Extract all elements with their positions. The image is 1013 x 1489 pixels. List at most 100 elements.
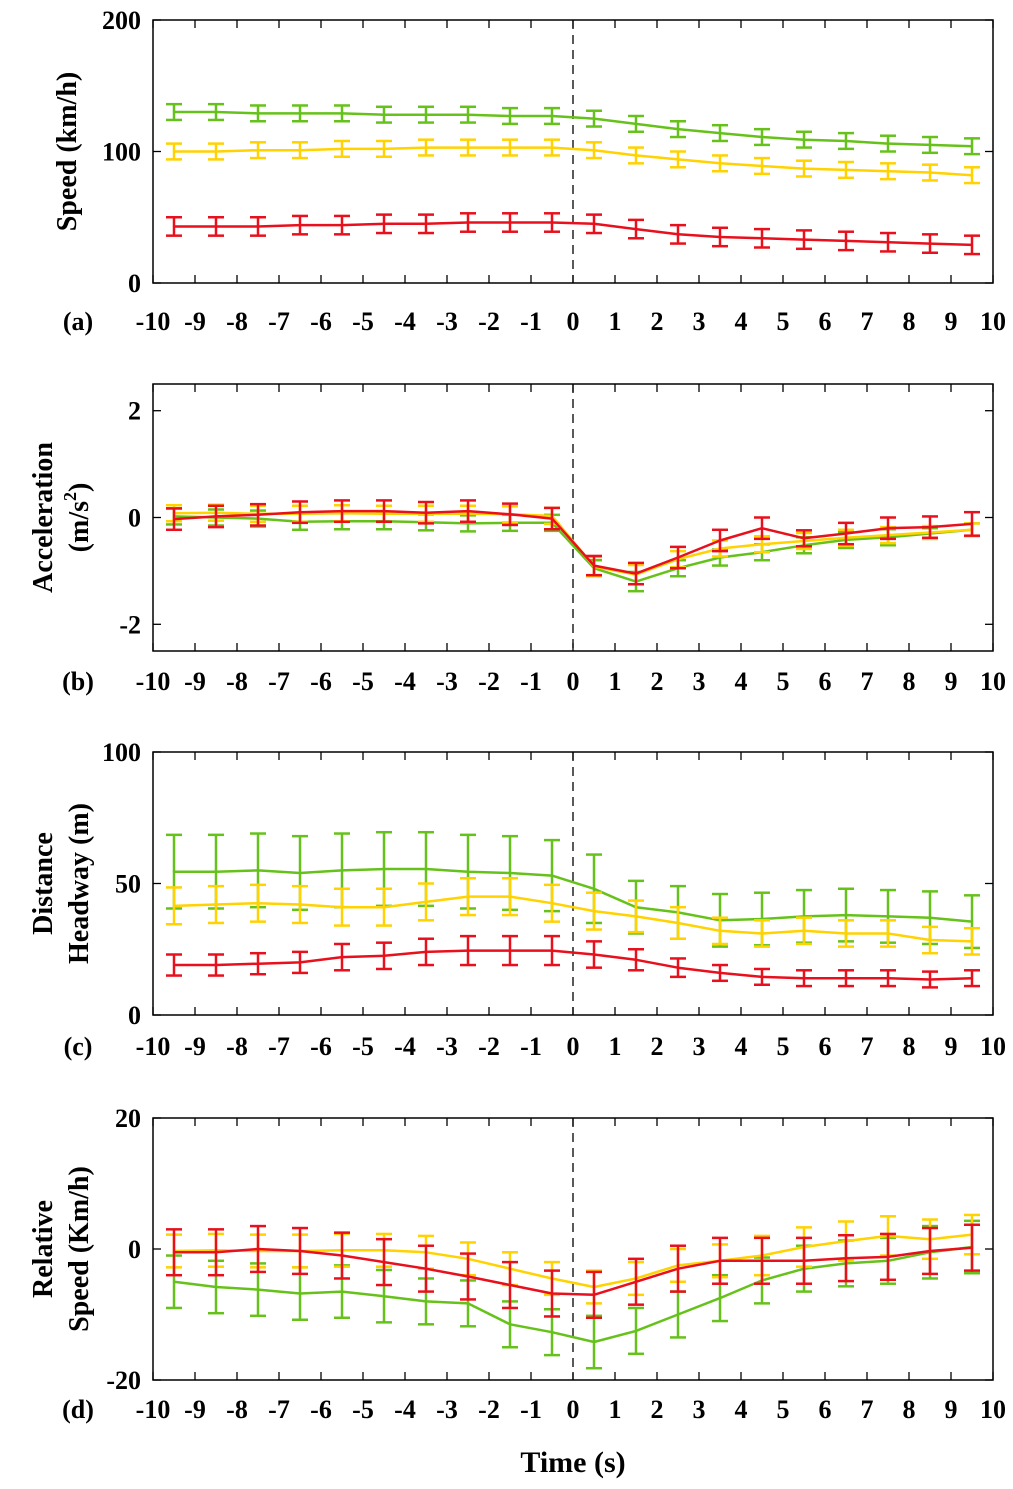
y-tick-label: 100 (102, 138, 141, 167)
data-point (214, 110, 218, 114)
x-tick-label: 9 (945, 307, 958, 336)
data-point (550, 517, 554, 520)
x-tick-label: -9 (184, 1032, 206, 1061)
x-tick-label: -5 (352, 1395, 374, 1424)
x-tick-label: -10 (136, 667, 171, 696)
data-point (466, 1302, 470, 1305)
data-point (676, 233, 680, 236)
data-point (676, 921, 680, 925)
data-point (172, 1251, 176, 1254)
data-point (172, 150, 176, 153)
data-point (550, 902, 554, 905)
panel-a: -10 -9 -8 -7 -6 -5 -4 -3 -2 -1 0 1 2 3 4 5 6 7 8 9 100100200… (52, 6, 1006, 336)
data-point (466, 895, 470, 898)
data-point (172, 225, 176, 228)
y-axis-label: Speed (km/h) (52, 72, 83, 231)
y-axis-label-line2-end: ) (64, 483, 95, 492)
x-tick-label: 5 (777, 307, 790, 336)
x-tick-label: 7 (861, 667, 874, 696)
series-line-green (174, 110, 973, 148)
data-point (550, 1330, 554, 1334)
x-tick-label: -3 (436, 307, 458, 336)
x-tick-label: 6 (819, 1032, 832, 1061)
data-point (508, 513, 512, 516)
x-tick-label: 3 (693, 667, 706, 696)
data-point (466, 146, 470, 149)
data-point (550, 146, 554, 149)
data-point (298, 510, 302, 514)
x-tick-label: -2 (478, 1032, 500, 1061)
data-point (928, 978, 932, 981)
data-point (424, 867, 428, 871)
data-point (298, 961, 302, 964)
x-tick-label: -6 (310, 667, 332, 696)
y-tick-label: 2 (128, 397, 141, 426)
data-point (172, 904, 176, 908)
y-axis-label: Acceleration (28, 442, 59, 593)
x-tick-label: 0 (567, 1395, 580, 1424)
data-point (928, 242, 932, 245)
x-tick-label: 1 (609, 1395, 622, 1424)
data-point (256, 148, 260, 152)
data-point (298, 1292, 302, 1295)
data-point (802, 1259, 806, 1262)
data-point (424, 950, 428, 954)
data-point (886, 915, 890, 918)
x-tick-label: 0 (567, 1032, 580, 1061)
data-point (928, 525, 932, 529)
panel-b: -10 -9 -8 -7 -6 -5 -4 -3 -2 -1 0 1 2 3 4 5 6 7 8 9 10-202(b)… (28, 383, 1006, 696)
data-point (634, 154, 638, 157)
data-point (718, 1296, 722, 1300)
data-point (844, 532, 848, 535)
x-tick-label: -6 (310, 1032, 332, 1061)
x-tick-label: -2 (478, 1395, 500, 1424)
data-point (928, 143, 932, 147)
data-point (802, 238, 806, 241)
data-point (718, 162, 722, 165)
data-point (214, 1251, 218, 1254)
panel-label: (d) (62, 1395, 94, 1424)
x-axis-label: Time (s) (520, 1446, 625, 1479)
data-point (340, 112, 344, 115)
data-point (760, 975, 764, 979)
data-point (256, 112, 260, 115)
series-line-red (174, 1246, 973, 1297)
data-point (592, 222, 596, 226)
data-point (298, 223, 302, 227)
series-green (166, 102, 980, 156)
data-point (970, 940, 974, 943)
x-tick-label: 0 (567, 307, 580, 336)
data-point (424, 511, 428, 514)
x-tick-label: -8 (226, 307, 248, 336)
data-point (382, 509, 386, 513)
y-tick-label: -2 (119, 610, 141, 639)
data-point (508, 146, 512, 149)
series-line-green (174, 867, 973, 923)
data-point (382, 954, 386, 958)
data-point (298, 871, 302, 875)
panel-d: -10 -9 -8 -7 -6 -5 -4 -3 -2 -1 0 1 2 3 4 5 6 7 8 9 10-20020(… (28, 1104, 1006, 1424)
data-point (340, 1254, 344, 1257)
data-point (466, 113, 470, 116)
series-yellow (166, 876, 980, 956)
x-tick-label: 1 (609, 1032, 622, 1061)
data-point (592, 1340, 596, 1344)
data-point (550, 114, 554, 118)
data-point (634, 915, 638, 918)
data-point (424, 1267, 428, 1270)
x-tick-label: -4 (394, 1032, 416, 1061)
data-point (928, 916, 932, 919)
x-tick-label: -9 (184, 1395, 206, 1424)
x-tick-label: 2 (651, 307, 664, 336)
data-point (256, 1247, 260, 1251)
series-yellow (166, 138, 980, 185)
panel-label: (a) (63, 307, 93, 336)
data-point (592, 148, 596, 152)
data-point (886, 241, 890, 244)
x-tick-label: 3 (693, 1395, 706, 1424)
series-line-red (174, 221, 973, 247)
data-point (844, 239, 848, 243)
panel-label: (c) (64, 1032, 93, 1061)
x-tick-label: -10 (136, 307, 171, 336)
data-point (844, 976, 848, 980)
